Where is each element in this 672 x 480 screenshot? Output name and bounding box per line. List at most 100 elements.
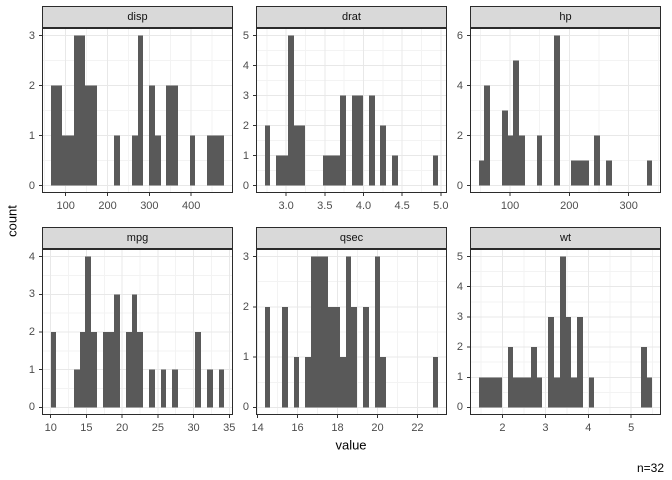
histogram-bar (282, 306, 288, 408)
facet-strip-label: drat (342, 11, 361, 23)
y-tick-label: 4 (456, 79, 463, 92)
x-tick-label: 3.5 (317, 200, 333, 212)
y-tick-label: 0 (28, 401, 35, 414)
x-tick-label: 14 (251, 422, 264, 434)
x-tick-label: 18 (331, 422, 344, 434)
histogram-bar (502, 110, 508, 186)
histogram-bar (149, 369, 155, 408)
facet-strip-hp: hp (470, 6, 661, 28)
histogram-bar (525, 377, 531, 408)
histogram-bar (340, 357, 346, 408)
histogram-bar (299, 125, 305, 186)
x-tick-label: 25 (151, 422, 164, 434)
histogram-bar (207, 369, 213, 408)
facet-strip-label: wt (560, 232, 571, 244)
facet-panel-qsec (253, 249, 447, 418)
y-tick-label: 5 (242, 29, 249, 42)
histogram-bar (479, 377, 484, 408)
histogram-bar (207, 135, 213, 186)
histogram-bar (68, 135, 74, 186)
y-tick-label: 0 (456, 401, 463, 414)
histogram-bar (340, 95, 346, 186)
histogram-bar (513, 377, 519, 408)
x-tick-label: 4.0 (355, 200, 372, 212)
histogram-bar (479, 160, 484, 186)
histogram-bar (392, 155, 398, 186)
histogram-bar (80, 35, 85, 186)
histogram-bar (132, 135, 138, 186)
x-tick-label: 5.0 (433, 200, 449, 212)
histogram-bar (288, 35, 294, 186)
histogram-bar (363, 306, 369, 408)
histogram-bar (606, 160, 612, 186)
histogram-bar (155, 135, 161, 186)
histogram-bar (172, 85, 178, 186)
y-tick-label: 3 (242, 250, 249, 263)
x-tick-label: 3.0 (278, 200, 294, 212)
histogram-bar (548, 316, 554, 408)
y-tick-label: 0 (28, 179, 35, 192)
histogram-bar (351, 306, 357, 408)
y-tick-label: 1 (28, 363, 35, 376)
histogram-bar (380, 357, 386, 408)
histogram-bar (103, 332, 109, 408)
x-tick-label: 16 (291, 422, 304, 434)
histogram-bar (190, 135, 195, 186)
histogram-bar (508, 135, 513, 186)
histogram-bar (566, 316, 571, 408)
x-axis-title: value (335, 437, 367, 453)
panel-border (470, 249, 661, 415)
x-tick-label: 100 (56, 200, 75, 212)
histogram-bar (172, 369, 178, 408)
histogram-bar (138, 35, 143, 186)
facet-strip-disp: disp (42, 6, 233, 28)
y-tick-label: 3 (28, 29, 35, 42)
histogram-bar (265, 306, 270, 408)
facet-strip-label: hp (559, 11, 572, 23)
y-tick-label: 2 (28, 326, 35, 338)
y-axis-title: count (4, 205, 20, 237)
y-tick-label: 5 (456, 250, 463, 263)
x-tick-label: 400 (182, 200, 201, 212)
y-tick-label: 2 (242, 119, 249, 132)
facet-panel-mpg (39, 249, 233, 418)
histogram-bar (554, 377, 560, 408)
histogram-bar (74, 369, 80, 408)
y-tick-label: 1 (242, 149, 249, 162)
x-tick-label: 100 (500, 200, 520, 212)
histogram-bar (305, 357, 311, 408)
histogram-bar (577, 160, 583, 186)
histogram-bar (294, 125, 299, 186)
panel-border (42, 28, 233, 193)
histogram-bar (352, 95, 357, 186)
histogram-bar (149, 85, 155, 186)
histogram-bar (114, 294, 120, 408)
histogram-bar (357, 95, 363, 186)
x-tick-label: 4 (585, 422, 592, 434)
histogram-bar (369, 95, 375, 186)
sample-size-caption: n=32 (636, 461, 664, 475)
histogram-bar (433, 357, 438, 408)
y-tick-label: 1 (456, 371, 463, 384)
histogram-bar (334, 306, 340, 408)
histogram-bar (433, 155, 438, 186)
x-tick-label: 300 (140, 200, 159, 212)
histogram-bar (531, 347, 537, 408)
histogram-bar (114, 135, 120, 186)
histogram-bar (56, 85, 62, 186)
histogram-bar (91, 85, 97, 186)
y-tick-label: 6 (456, 29, 463, 42)
x-tick-label: 35 (223, 422, 236, 434)
x-tick-label: 300 (619, 200, 638, 212)
histogram-bar (571, 377, 577, 408)
histogram-bar (328, 155, 334, 186)
histogram-bar (137, 332, 143, 408)
histogram-bar (496, 377, 502, 408)
histogram-bar (219, 369, 224, 408)
histogram-bar (132, 294, 137, 408)
facet-strip-mpg: mpg (42, 227, 233, 249)
panel-border (470, 28, 661, 193)
y-tick-label: 0 (456, 179, 463, 192)
y-tick-label: 2 (456, 341, 463, 354)
